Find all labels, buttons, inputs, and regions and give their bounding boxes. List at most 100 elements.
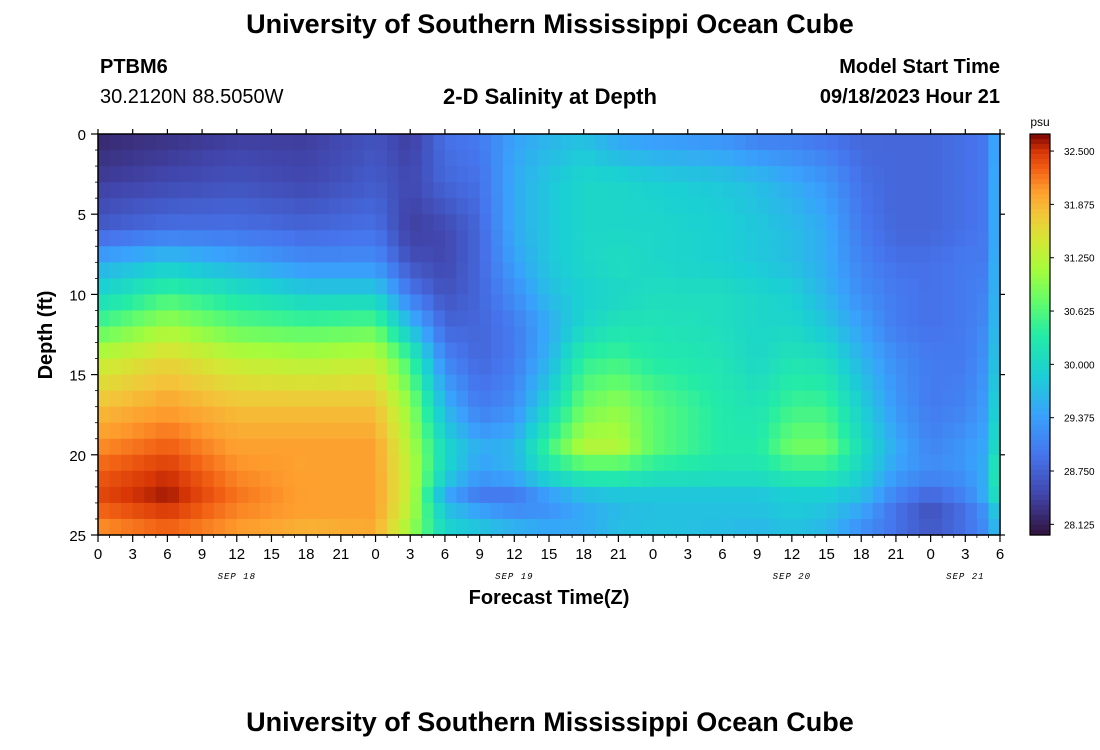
heatmap-cell [213, 230, 226, 247]
x-tick-label: 21 [333, 546, 350, 563]
heatmap-cell [595, 374, 608, 392]
heatmap-cell [606, 326, 619, 344]
heatmap-cell [283, 390, 296, 408]
heatmap-cell [895, 518, 909, 536]
heatmap-cell [340, 198, 354, 215]
heatmap-cell [965, 278, 978, 295]
heatmap-cell [722, 342, 735, 360]
heatmap-cell [572, 246, 585, 263]
heatmap-cell [653, 342, 666, 360]
heatmap-cell [953, 150, 966, 167]
colorbar-segment [1030, 404, 1050, 411]
colorbar-tick-label: 31.875 [1064, 200, 1095, 211]
heatmap-cell [271, 406, 284, 424]
heatmap-cell [109, 182, 122, 199]
heatmap-cell [629, 214, 643, 231]
heatmap-cell [664, 390, 677, 408]
heatmap-cell [849, 310, 862, 328]
heatmap-cell [144, 470, 157, 488]
heatmap-cell [363, 518, 377, 536]
heatmap-cell [676, 214, 689, 231]
heatmap-cell [167, 502, 180, 520]
colorbar-segment [1030, 419, 1050, 426]
heatmap-cell [988, 326, 1001, 344]
heatmap-cell [710, 246, 724, 263]
heatmap-cell [618, 486, 631, 504]
heatmap-cell [514, 326, 527, 344]
heatmap-cell [919, 438, 932, 456]
heatmap-cell [340, 502, 354, 520]
heatmap-cell [525, 518, 539, 536]
heatmap-cell [745, 278, 758, 295]
heatmap-cell [872, 150, 885, 167]
heatmap-cell [132, 374, 145, 392]
heatmap-cell [456, 230, 469, 247]
heatmap-cell [514, 358, 527, 376]
x-tick-label: 6 [996, 546, 1004, 563]
heatmap-cell [329, 358, 342, 376]
heatmap-cell [468, 358, 481, 376]
heatmap-cell [814, 326, 828, 344]
heatmap-cell [121, 134, 134, 151]
heatmap-cell [491, 390, 504, 408]
heatmap-cell [965, 518, 978, 536]
colorbar-tick-label: 29.375 [1064, 414, 1095, 425]
heatmap-cell [722, 262, 735, 279]
heatmap-cell [606, 134, 619, 151]
heatmap-cell [456, 166, 469, 183]
heatmap-cell [410, 454, 423, 472]
heatmap-cell [456, 342, 469, 360]
heatmap-cell [502, 518, 515, 536]
heatmap-cell [618, 518, 631, 536]
heatmap-cell [838, 198, 851, 215]
heatmap-cell [976, 166, 990, 183]
heatmap-cell [98, 374, 111, 392]
heatmap-cell [953, 486, 966, 504]
heatmap-cell [907, 134, 920, 151]
heatmap-cell [953, 246, 966, 263]
heatmap-cell [895, 406, 909, 424]
heatmap-cell [433, 342, 446, 360]
heatmap-cell [930, 230, 943, 247]
colorbar-segment [1030, 304, 1050, 311]
heatmap-cell [456, 438, 469, 456]
heatmap-cell [884, 182, 897, 199]
heatmap-cell [144, 278, 157, 295]
heatmap-cell [225, 150, 238, 167]
heatmap-cell [387, 134, 400, 151]
heatmap-cell [826, 214, 839, 231]
heatmap-cell [387, 486, 400, 504]
heatmap-cell [687, 326, 700, 344]
heatmap-cell [259, 390, 273, 408]
heatmap-cell [942, 150, 955, 167]
heatmap-cell [514, 374, 527, 392]
heatmap-cell [560, 358, 573, 376]
y-tick-label: 5 [78, 207, 86, 224]
heatmap-cell [248, 262, 261, 279]
heatmap-cell [329, 230, 342, 247]
heatmap-cell [676, 134, 689, 151]
colorbar-segment [1030, 289, 1050, 295]
colorbar-segment [1030, 354, 1050, 361]
heatmap-cell [838, 310, 851, 328]
heatmap-cell [271, 326, 284, 344]
heatmap-cell [907, 326, 920, 344]
heatmap-cell [814, 518, 828, 536]
heatmap-cell [375, 470, 388, 488]
heatmap-cell [768, 262, 781, 279]
heatmap-cell [202, 150, 215, 167]
heatmap-cell [525, 438, 539, 456]
heatmap-cell [676, 486, 689, 504]
heatmap-cell [768, 294, 781, 312]
heatmap-cell [664, 214, 677, 231]
heatmap-cell [132, 502, 145, 520]
heatmap-cell [202, 278, 215, 295]
heatmap-cell [375, 438, 388, 456]
heatmap-cell [734, 390, 747, 408]
heatmap-cell [549, 134, 562, 151]
heatmap-cell [317, 150, 330, 167]
heatmap-cell [699, 278, 712, 295]
heatmap-cell [225, 262, 238, 279]
heatmap-cell [872, 390, 885, 408]
colorbar-segment [1030, 499, 1050, 506]
